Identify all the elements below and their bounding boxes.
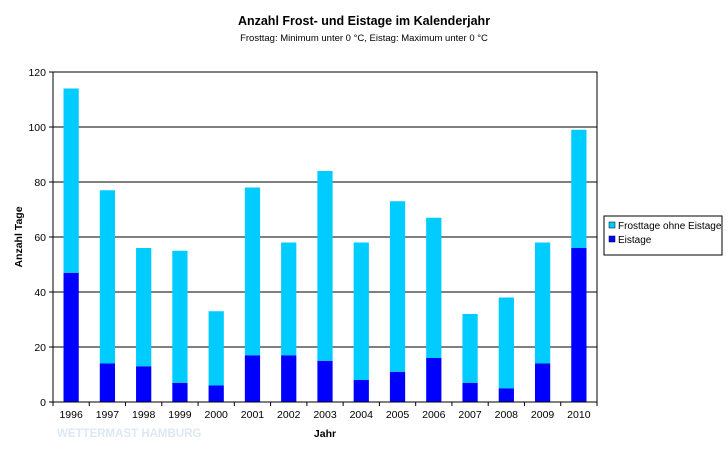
bar-frosttage-ohne-eistage-2003 bbox=[317, 171, 333, 361]
bar-eistage-2007 bbox=[462, 382, 478, 402]
y-tick-label: 0 bbox=[40, 397, 46, 409]
x-tick-label: 2007 bbox=[458, 409, 482, 421]
y-tick-label: 80 bbox=[34, 177, 46, 189]
x-tick-label: 2000 bbox=[205, 409, 229, 421]
bar-eistage-2000 bbox=[208, 385, 224, 402]
bar-frosttage-ohne-eistage-2009 bbox=[534, 242, 551, 364]
bar-eistage-2009 bbox=[534, 363, 551, 402]
legend-label: Eistage bbox=[618, 235, 652, 246]
plot-frame bbox=[52, 71, 598, 403]
y-tick-labels: 0 20 40 60 80 100 120 bbox=[28, 67, 46, 409]
bar-frosttage-ohne-eistage-2005 bbox=[389, 201, 406, 372]
legend-box bbox=[603, 215, 723, 256]
x-tick-label: 1996 bbox=[59, 409, 83, 421]
bar-eistage-1999 bbox=[172, 382, 188, 402]
x-tick-label: 2010 bbox=[567, 409, 591, 421]
bar-frosttage-ohne-eistage-2000 bbox=[208, 311, 224, 386]
bar-eistage-1996 bbox=[63, 272, 79, 402]
bar-frosttage-ohne-eistage-1996 bbox=[63, 88, 79, 273]
legend-swatch bbox=[608, 235, 616, 243]
x-tick-label: 2001 bbox=[241, 409, 265, 421]
y-tick-label: 100 bbox=[28, 122, 46, 134]
x-tick-label: 2003 bbox=[313, 409, 337, 421]
y-tick-label: 120 bbox=[28, 67, 46, 79]
bar-frosttage-ohne-eistage-2006 bbox=[426, 217, 442, 358]
x-tick-label: 2002 bbox=[277, 409, 301, 421]
bar-eistage-2004 bbox=[353, 380, 369, 402]
y-tick-label: 20 bbox=[34, 342, 46, 354]
bar-eistage-2002 bbox=[281, 355, 297, 402]
bar-frosttage-ohne-eistage-2002 bbox=[281, 242, 297, 356]
x-tick-labels: 1996 1997 1998 1999 2000 2001 2002 2003 2004 2005… bbox=[59, 409, 590, 421]
legend-swatch bbox=[608, 221, 616, 229]
bar-eistage-2008 bbox=[498, 388, 514, 402]
x-tick-label: 2006 bbox=[422, 409, 446, 421]
x-tick-label: 1999 bbox=[168, 409, 192, 421]
x-axis-title: Jahr bbox=[314, 428, 336, 440]
x-tick-label: 2005 bbox=[386, 409, 410, 421]
legend: Frosttage ohne Eistage Eistage bbox=[603, 215, 723, 256]
x-tick-label: 1998 bbox=[132, 409, 156, 421]
x-tick-label: 1997 bbox=[96, 409, 120, 421]
y-tick-label: 40 bbox=[34, 287, 46, 299]
bar-eistage-2010 bbox=[571, 248, 587, 402]
bar-frosttage-ohne-eistage-2004 bbox=[353, 242, 369, 380]
bar-eistage-1997 bbox=[99, 363, 116, 402]
x-tick-label: 2008 bbox=[495, 409, 519, 421]
bar-frosttage-ohne-eistage-1998 bbox=[136, 248, 152, 367]
bar-frosttage-ohne-eistage-2008 bbox=[498, 297, 514, 389]
watermark-text: WETTERMAST HAMBURG bbox=[57, 428, 201, 440]
bars bbox=[63, 88, 587, 402]
bar-frosttage-ohne-eistage-2010 bbox=[571, 129, 587, 248]
bar-frosttage-ohne-eistage-1999 bbox=[172, 250, 188, 383]
x-tick-label: 2004 bbox=[350, 409, 374, 421]
y-tick-label: 60 bbox=[34, 232, 46, 244]
bar-eistage-2005 bbox=[389, 371, 406, 402]
x-tick-label: 2009 bbox=[531, 409, 555, 421]
bar-eistage-2003 bbox=[317, 360, 333, 402]
bar-frosttage-ohne-eistage-2001 bbox=[244, 187, 261, 356]
bar-eistage-1998 bbox=[136, 366, 152, 402]
chart-title: Anzahl Frost- und Eistage im Kalenderjah… bbox=[238, 14, 490, 28]
bar-frosttage-ohne-eistage-2007 bbox=[462, 314, 478, 383]
legend-label: Frosttage ohne Eistage bbox=[618, 221, 722, 232]
bar-frosttage-ohne-eistage-1997 bbox=[99, 190, 116, 364]
bar-eistage-2001 bbox=[244, 355, 261, 402]
chart-subtitle: Frosttag: Minimum unter 0 °C, Eistag: Ma… bbox=[240, 33, 488, 44]
y-axis-title: Anzahl Tage bbox=[13, 206, 25, 267]
bar-eistage-2006 bbox=[426, 358, 442, 402]
